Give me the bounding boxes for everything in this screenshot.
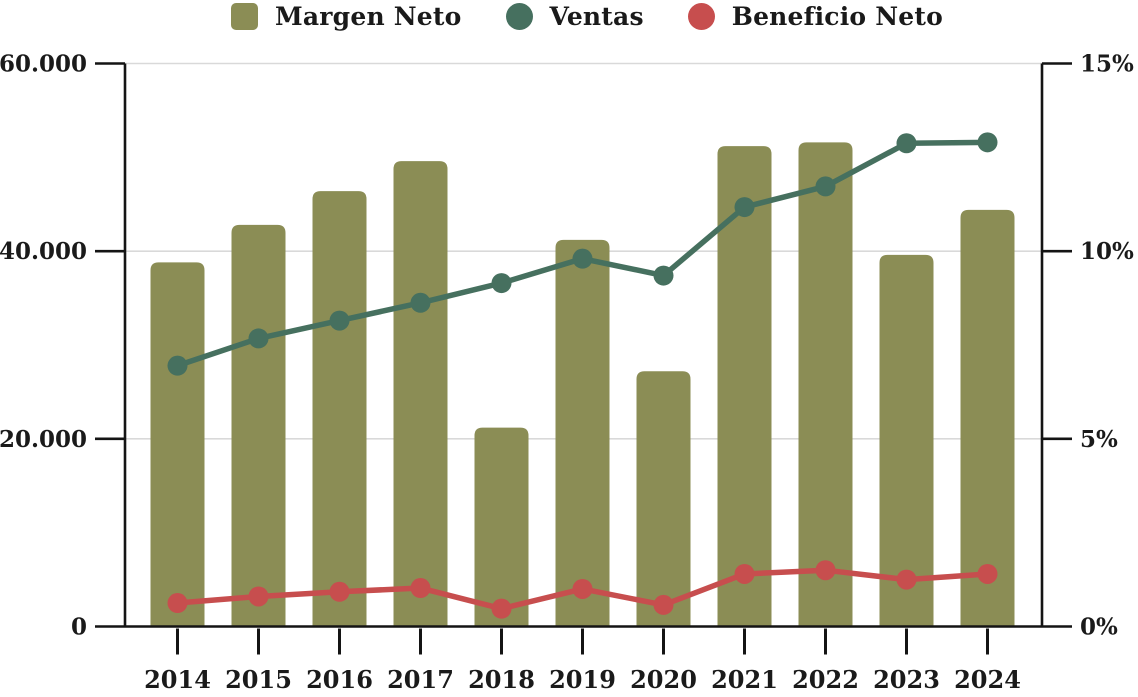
beneficio-neto-swatch xyxy=(687,3,715,30)
left-axis-tick-label: 40.000 xyxy=(0,238,87,265)
bar-2016 xyxy=(312,191,367,627)
left-axis-tick-label: 60.000 xyxy=(0,51,87,78)
x-axis-label-2016: 2016 xyxy=(306,665,373,694)
beneficio-neto-point-2024 xyxy=(977,563,998,584)
beneficio-neto-point-2014 xyxy=(167,593,188,614)
legend-item-beneficio-neto: Beneficio Neto xyxy=(687,2,943,31)
beneficio-neto-point-2023 xyxy=(896,569,917,590)
ventas-point-2014 xyxy=(167,355,188,376)
x-axis-label-2018: 2018 xyxy=(468,665,535,694)
x-axis-label-2024: 2024 xyxy=(954,665,1021,694)
chart-legend: Margen Neto Ventas Beneficio Neto xyxy=(0,2,1138,31)
right-axis-tick-label: 5% xyxy=(1080,426,1118,453)
beneficio-neto-point-2021 xyxy=(734,563,755,584)
ventas-point-2020 xyxy=(653,265,674,286)
ventas-point-2021 xyxy=(734,197,755,218)
right-axis-tick-label: 10% xyxy=(1080,238,1134,265)
ventas-swatch xyxy=(505,3,533,30)
bar-2020 xyxy=(636,371,691,627)
right-axis-tick-label: 15% xyxy=(1080,51,1134,78)
x-axis-label-2021: 2021 xyxy=(711,665,778,694)
bar-2018 xyxy=(474,427,529,627)
ventas-point-2016 xyxy=(329,310,350,331)
bar-2019 xyxy=(555,239,610,627)
x-axis-label-2022: 2022 xyxy=(792,665,859,694)
ventas-point-2015 xyxy=(248,328,269,349)
bar-2015 xyxy=(231,224,286,627)
legend-item-margen-neto: Margen Neto xyxy=(231,2,462,31)
ventas-point-2019 xyxy=(572,248,593,269)
x-axis-label-2015: 2015 xyxy=(225,665,292,694)
ventas-point-2023 xyxy=(896,133,917,154)
beneficio-neto-point-2015 xyxy=(248,586,269,607)
beneficio-neto-point-2016 xyxy=(329,581,350,602)
beneficio-neto-point-2019 xyxy=(572,578,593,599)
bar-2023 xyxy=(879,254,934,627)
left-axis-tick-label: 0 xyxy=(71,614,87,641)
beneficio-neto-point-2018 xyxy=(491,598,512,619)
ventas-point-2024 xyxy=(977,132,998,153)
left-axis-tick-label: 20.000 xyxy=(0,426,87,453)
ventas-point-2022 xyxy=(815,176,836,197)
bar-2024 xyxy=(960,209,1015,627)
x-axis-label-2017: 2017 xyxy=(387,665,454,694)
ventas-point-2017 xyxy=(410,292,431,313)
x-axis-label-2014: 2014 xyxy=(144,665,211,694)
legend-label-margen-neto: Margen Neto xyxy=(275,2,462,31)
x-axis-label-2023: 2023 xyxy=(873,665,940,694)
x-axis-label-2020: 2020 xyxy=(630,665,697,694)
legend-label-beneficio-neto: Beneficio Neto xyxy=(731,2,943,31)
bar-2014 xyxy=(150,262,205,627)
ventas-point-2018 xyxy=(491,273,512,294)
bar-2021 xyxy=(717,146,772,627)
legend-label-ventas: Ventas xyxy=(549,2,644,31)
bar-2017 xyxy=(393,161,448,627)
right-axis-tick-label: 0% xyxy=(1080,614,1118,641)
bar-2022 xyxy=(798,142,853,627)
beneficio-neto-point-2017 xyxy=(410,578,431,599)
legend-item-ventas: Ventas xyxy=(505,2,644,31)
margen-neto-swatch xyxy=(231,3,259,30)
x-axis-label-2019: 2019 xyxy=(549,665,616,694)
beneficio-neto-point-2020 xyxy=(653,594,674,615)
beneficio-neto-point-2022 xyxy=(815,560,836,581)
